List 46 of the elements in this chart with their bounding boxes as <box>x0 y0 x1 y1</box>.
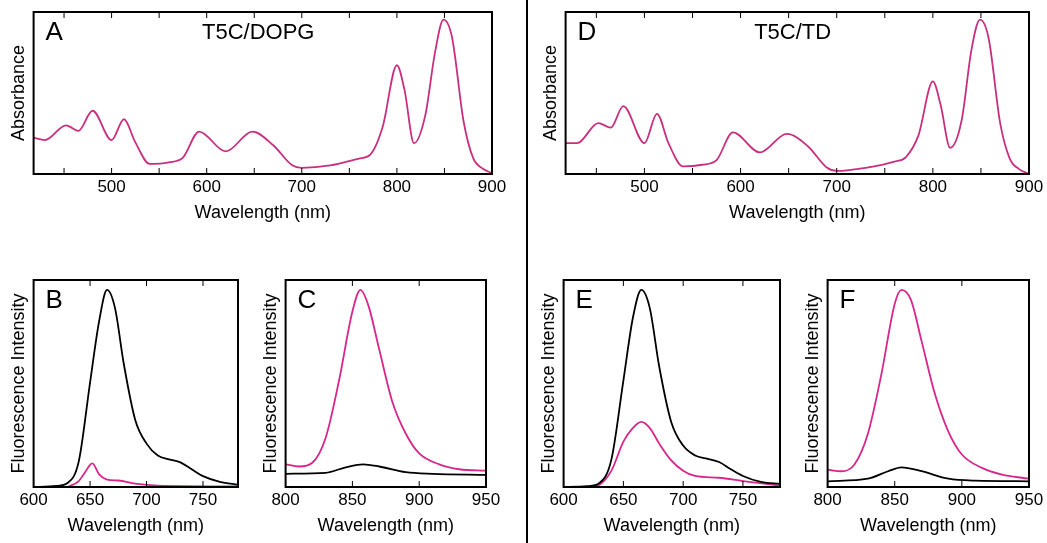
x-tick-label: 850 <box>880 489 909 509</box>
x-tick-label: 800 <box>271 489 300 509</box>
x-tick-label: 800 <box>813 489 842 509</box>
x-tick-label: 600 <box>19 489 48 509</box>
x-tick-label: 850 <box>338 489 367 509</box>
annotation: A <box>45 16 64 47</box>
x-tick-label: 950 <box>471 489 501 509</box>
x-axis-title: Wavelength (nm) <box>67 515 204 536</box>
x-tick-label: 650 <box>609 489 638 509</box>
x-tick-label: 700 <box>668 489 698 509</box>
x-tick-label: 700 <box>132 489 161 509</box>
annotation: C <box>297 284 317 315</box>
x-tick-label: 600 <box>549 489 578 509</box>
annotation: D <box>577 16 597 47</box>
x-tick-label: 900 <box>477 176 507 196</box>
x-axis-title: Wavelength (nm) <box>860 515 997 536</box>
y-axis-title: Fluorescence Intensity <box>259 293 280 474</box>
annotation: E <box>575 284 593 315</box>
x-tick-label: 500 <box>630 176 659 196</box>
x-axis-title: Wavelength (nm) <box>603 515 740 536</box>
x-axis-title: Wavelength (nm) <box>729 202 866 223</box>
annotation: F <box>839 284 856 315</box>
x-tick-label: 900 <box>1014 176 1044 196</box>
x-tick-label: 750 <box>188 489 218 509</box>
x-tick-label: 950 <box>1014 489 1044 509</box>
x-axis-title: Wavelength (nm) <box>317 515 454 536</box>
x-tick-label: 700 <box>287 176 316 196</box>
x-tick-label: 600 <box>192 176 221 196</box>
y-axis-title: Fluorescence Intensity <box>801 293 822 474</box>
x-tick-label: 500 <box>97 176 126 196</box>
x-tick-label: 800 <box>918 176 948 196</box>
annotation: B <box>45 284 63 315</box>
y-axis-title: Fluorescence Intensity <box>537 293 558 474</box>
y-axis-title: Absorbance <box>539 44 560 142</box>
chart-title: T5C/TD <box>754 19 832 45</box>
x-tick-label: 800 <box>382 176 412 196</box>
x-tick-label: 600 <box>726 176 755 196</box>
x-tick-label: 750 <box>728 489 758 509</box>
x-tick-label: 900 <box>947 489 977 509</box>
x-tick-label: 700 <box>822 176 851 196</box>
x-tick-label: 900 <box>405 489 434 509</box>
x-tick-label: 650 <box>75 489 105 509</box>
y-axis-title: Fluorescence Intensity <box>7 293 28 474</box>
y-axis-title: Absorbance <box>7 44 28 142</box>
chart-title: T5C/DOPG <box>201 19 315 45</box>
x-axis-title: Wavelength (nm) <box>194 202 331 223</box>
